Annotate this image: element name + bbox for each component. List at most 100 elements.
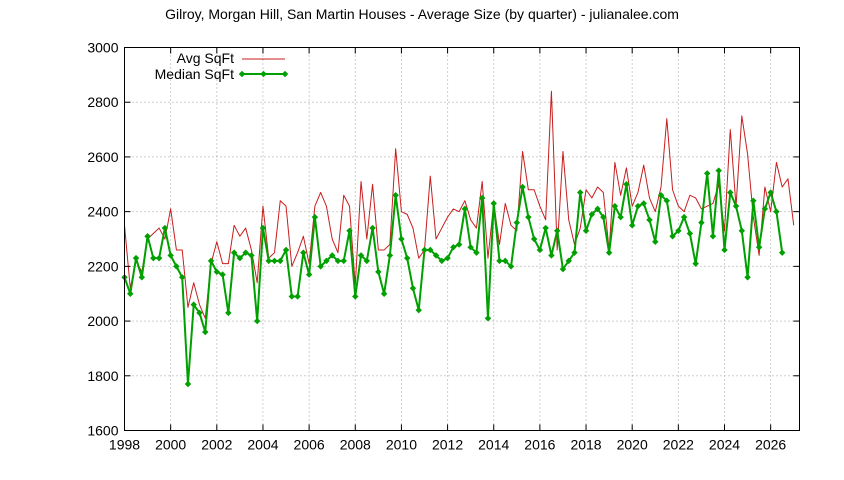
median-sqft-point xyxy=(328,252,336,259)
median-sqft-point xyxy=(767,189,774,196)
median-sqft-point xyxy=(225,309,232,317)
median-sqft-point xyxy=(421,246,428,254)
legend-marker-median xyxy=(281,70,289,78)
median-sqft-point xyxy=(369,224,376,232)
median-sqft-point xyxy=(490,200,497,207)
median-sqft-point xyxy=(617,213,624,221)
tick-layer: 1998 2000 2002 2004 2006 2008 2010 2012 2014 2016… xyxy=(87,40,800,453)
median-sqft-point xyxy=(542,224,549,232)
x-tick-label: 2024 xyxy=(709,437,740,453)
median-sqft-point xyxy=(773,208,780,215)
median-sqft-point xyxy=(778,249,786,256)
median-sqft-point xyxy=(398,235,405,243)
median-sqft-point xyxy=(438,257,446,265)
median-sqft-point xyxy=(525,213,532,221)
median-sqft-point xyxy=(346,227,353,235)
median-sqft-point xyxy=(403,254,411,262)
median-sqft-point xyxy=(265,257,272,265)
median-sqft-point xyxy=(219,271,226,278)
y-tick-label: 2400 xyxy=(87,204,118,220)
x-tick-label: 2010 xyxy=(386,437,417,453)
median-sqft-point xyxy=(652,238,659,245)
median-sqft-point xyxy=(732,202,740,210)
median-sqft-point xyxy=(363,257,371,265)
median-sqft-point xyxy=(236,254,244,262)
median-sqft-point xyxy=(230,249,238,256)
median-sqft-point xyxy=(352,293,359,300)
median-sqft-point xyxy=(467,243,474,251)
y-tick-label: 2600 xyxy=(87,149,118,165)
median-sqft-point xyxy=(675,227,682,235)
median-sqft-point xyxy=(577,189,584,196)
median-sqft-point xyxy=(628,222,636,229)
median-sqft-point xyxy=(559,265,567,273)
median-sqft-point xyxy=(127,290,134,297)
x-tick-label: 2002 xyxy=(201,437,232,453)
x-tick-label: 2008 xyxy=(340,437,371,453)
median-sqft-point xyxy=(634,202,642,210)
median-sqft-point xyxy=(253,317,261,325)
median-sqft-point xyxy=(703,170,711,177)
median-sqft-point xyxy=(357,252,365,259)
median-sqft-point xyxy=(721,246,728,254)
median-sqft-point xyxy=(686,230,694,237)
median-sqft-point xyxy=(294,293,301,300)
median-sqft-point xyxy=(340,257,347,265)
median-sqft-point xyxy=(242,249,249,256)
x-tick-label: 2020 xyxy=(617,437,648,453)
median-sqft-point xyxy=(600,213,607,221)
median-sqft-point xyxy=(548,252,555,259)
median-sqft-point xyxy=(305,271,313,278)
median-sqft-point xyxy=(132,254,140,262)
median-sqft-point xyxy=(248,252,255,259)
median-sqft-point xyxy=(611,202,619,210)
x-tick-label: 2022 xyxy=(663,437,694,453)
median-sqft-point xyxy=(259,224,267,232)
median-sqft-point xyxy=(496,257,503,265)
median-sqft-point xyxy=(380,290,388,297)
median-sqft-point xyxy=(277,257,284,265)
median-sqft-point xyxy=(623,181,630,188)
median-sqft-point xyxy=(213,268,221,276)
median-sqft-point xyxy=(334,257,342,265)
median-sqft-point xyxy=(519,183,526,191)
grid-layer xyxy=(124,47,800,431)
median-sqft-point xyxy=(282,246,290,254)
median-sqft-point xyxy=(502,257,509,265)
median-sqft-point xyxy=(375,268,382,276)
median-sqft-point xyxy=(715,167,722,174)
median-sqft-point xyxy=(507,263,515,270)
median-sqft-point xyxy=(155,254,163,262)
median-sqft-point xyxy=(750,197,757,204)
median-sqft-point xyxy=(738,227,746,235)
y-tick-label: 2800 xyxy=(87,94,118,110)
median-sqft-point xyxy=(478,194,486,202)
chart-title: Gilroy, Morgan Hill, San Martin Houses -… xyxy=(165,6,679,22)
legend-marker-median xyxy=(238,70,246,78)
median-sqft-point xyxy=(207,257,215,265)
median-sqft-point xyxy=(744,274,751,281)
median-sqft-point xyxy=(432,252,440,259)
y-tick-label: 1800 xyxy=(87,368,118,384)
x-tick-label: 1998 xyxy=(109,437,140,453)
median-sqft-point xyxy=(698,219,705,226)
median-sqft-point xyxy=(640,200,647,207)
x-tick-label: 2014 xyxy=(478,437,509,453)
avg-sqft-line xyxy=(124,90,795,319)
median-sqft-point xyxy=(588,211,596,218)
median-sqft-point xyxy=(450,243,457,251)
median-sqft-point xyxy=(536,246,544,254)
median-sqft-point xyxy=(409,285,417,292)
median-sqft-point xyxy=(427,246,434,254)
legend-label-avg: Avg SqFt xyxy=(177,50,234,66)
median-sqft-point xyxy=(646,216,653,224)
median-sqft-line xyxy=(123,169,784,385)
median-sqft-point xyxy=(202,328,209,336)
plot-frame xyxy=(124,47,800,431)
median-sqft-point xyxy=(392,192,399,199)
median-sqft-point xyxy=(184,380,192,388)
median-sqft-point xyxy=(761,205,769,213)
median-sqft-point xyxy=(288,293,296,300)
median-sqft-point xyxy=(727,189,734,196)
median-sqft-point xyxy=(680,213,688,221)
